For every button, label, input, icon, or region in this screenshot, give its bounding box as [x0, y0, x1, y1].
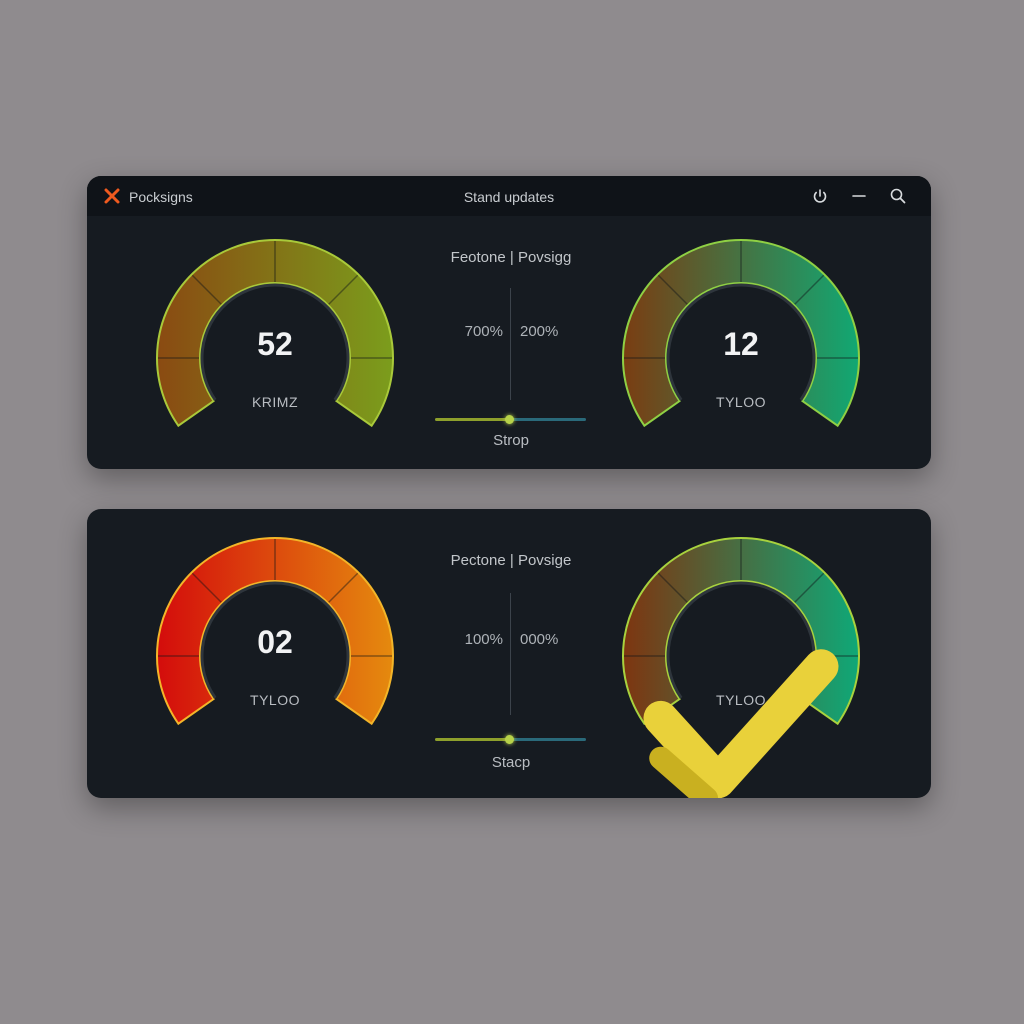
- gauge-band: [156, 537, 394, 726]
- slider-thumb[interactable]: [505, 735, 514, 744]
- gauge-inner-ring: [200, 581, 350, 699]
- gauge-value: 52: [257, 326, 293, 362]
- readout-header: Feotone | Povsigg: [450, 249, 572, 266]
- window-title: Stand updates: [463, 189, 555, 205]
- gauge-label: TYLOO: [716, 692, 766, 708]
- gauge-inner-ring: [200, 283, 350, 401]
- slider-track-fill: [435, 418, 510, 421]
- gauge-inner-ring: [666, 283, 816, 401]
- gauge-value: 02: [257, 624, 293, 660]
- gauge-segment-divider: [657, 274, 688, 305]
- gauge-segment-divider: [657, 572, 688, 603]
- x-mark-icon: [104, 188, 120, 204]
- search-icon[interactable]: [889, 187, 907, 205]
- minimize-icon[interactable]: [850, 187, 868, 205]
- window-titlebar: Pocksigns Stand updates: [87, 176, 931, 216]
- gauge-segment-divider: [328, 572, 359, 603]
- readout-right-value: 000%: [520, 631, 559, 648]
- readout-left-value: 700%: [464, 323, 503, 340]
- center-readout: Feotone | Povsigg 700% 200% Strop: [421, 244, 601, 449]
- slider-thumb[interactable]: [505, 415, 514, 424]
- gauge-tyloo-ok: TYLOO: [616, 536, 866, 798]
- gauge-segment-divider: [794, 572, 825, 603]
- gauge-arc: [622, 239, 860, 428]
- gauge-label: TYLOO: [250, 692, 300, 708]
- slider-caption: Stacp: [491, 754, 531, 771]
- slider-caption: Strop: [493, 432, 529, 449]
- readout-divider: [510, 593, 511, 715]
- gauge-segment-divider: [191, 274, 222, 305]
- center-readout: Pectone | Povsige 100% 000% Stacp: [421, 547, 601, 777]
- gauge-value: 12: [723, 326, 759, 362]
- app-name: Pocksigns: [129, 189, 193, 205]
- slider-track-rest: [510, 738, 586, 741]
- gauge-band: [622, 537, 860, 726]
- readout-left-value: 100%: [464, 631, 503, 648]
- gauge-band: [622, 239, 860, 428]
- gauge-krimz: 52 KRIMZ: [150, 238, 400, 433]
- gauge-band: [156, 239, 394, 428]
- gauge-segment-divider: [191, 572, 222, 603]
- slider-track-fill: [435, 738, 510, 741]
- readout-divider: [510, 288, 511, 400]
- gauge-panel-top: Pocksigns Stand updates 52 KRIMZ Feotone…: [87, 176, 931, 469]
- gauge-segment-divider: [794, 274, 825, 305]
- gauge-panel-bottom: 02 TYLOO Pectone | Povsige 100% 000% Sta…: [87, 509, 931, 798]
- readout-header: Pectone | Povsige: [450, 552, 572, 569]
- gauge-segment-divider: [328, 274, 359, 305]
- gauge-arc: [156, 537, 394, 726]
- gauge-label: TYLOO: [716, 394, 766, 410]
- level-slider[interactable]: [435, 734, 586, 746]
- level-slider[interactable]: [435, 414, 586, 426]
- slider-track-rest: [510, 418, 586, 421]
- gauge-tyloo: 12 TYLOO: [616, 238, 866, 433]
- gauge-label: KRIMZ: [251, 394, 299, 410]
- power-icon[interactable]: [811, 187, 829, 205]
- gauge-arc: [156, 239, 394, 428]
- readout-right-value: 200%: [520, 323, 559, 340]
- gauge-tyloo-warning: 02 TYLOO: [150, 536, 400, 731]
